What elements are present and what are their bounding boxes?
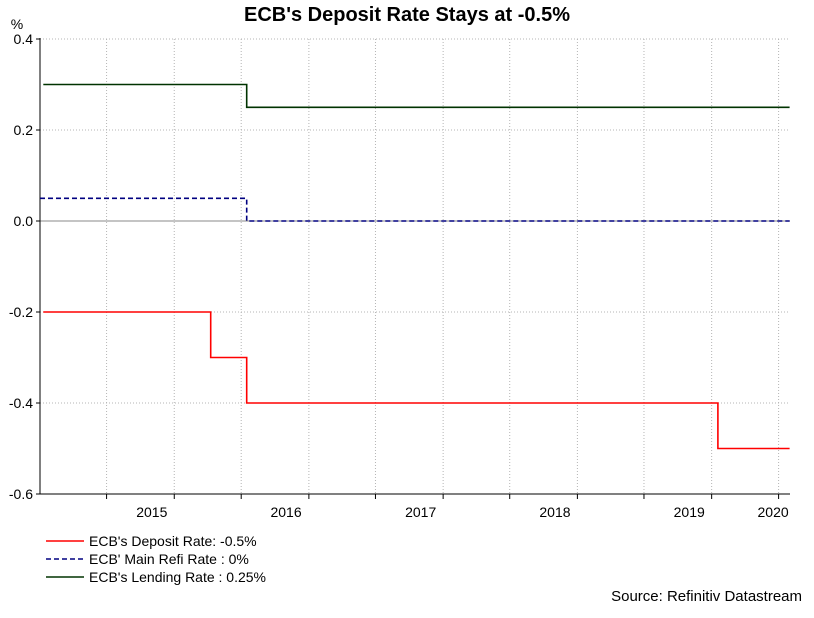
x-tick-label: 2016 [270, 504, 301, 520]
y-tick-label: -0.2 [9, 304, 33, 320]
y-tick-label: 0.2 [14, 122, 34, 138]
series-line-3 [43, 83, 790, 109]
legend-label-2: ECB' Main Refi Rate : 0% [89, 551, 249, 567]
source-note: Source: Refinitiv Datastream [611, 588, 802, 605]
legend-label-1: ECB's Deposit Rate: -0.5% [89, 533, 257, 549]
legend: ECB's Deposit Rate: -0.5% ECB' Main Refi … [46, 533, 266, 585]
x-tick-label: 2020 [758, 504, 789, 520]
legend-label-3: ECB's Lending Rate : 0.25% [89, 569, 266, 585]
x-tick-label: 2018 [539, 504, 570, 520]
chart-title: ECB's Deposit Rate Stays at -0.5% [244, 4, 570, 26]
y-tick-label: -0.6 [9, 486, 33, 502]
x-tick-label: 2015 [136, 504, 167, 520]
y-tick-label: 0.0 [14, 213, 34, 229]
y-axis-unit-label: % [11, 16, 23, 32]
series-line-1 [43, 311, 790, 450]
y-tick-label: 0.4 [14, 31, 34, 47]
axes: 0.4 0.2 0.0 -0.2 -0.4 -0.6 2015 2016 2017 2018 201… [9, 31, 790, 520]
x-tick-label: 2017 [405, 504, 436, 520]
series-line-2 [40, 197, 790, 222]
x-tick-label: 2019 [674, 504, 705, 520]
y-tick-label: -0.4 [9, 395, 33, 411]
data-series [40, 83, 790, 450]
